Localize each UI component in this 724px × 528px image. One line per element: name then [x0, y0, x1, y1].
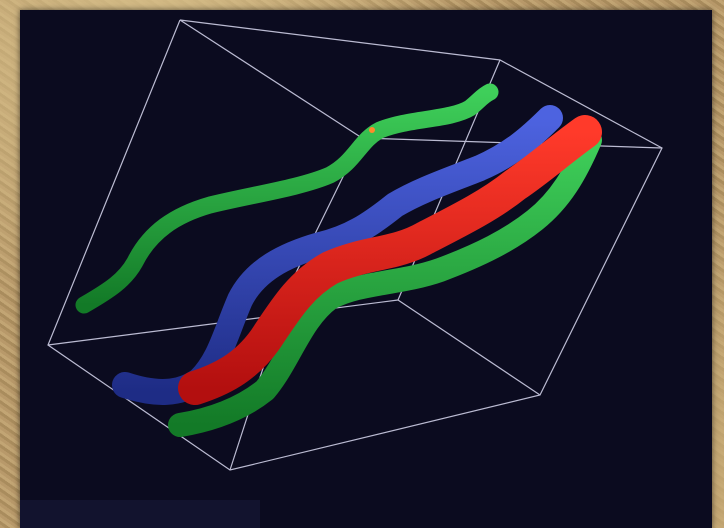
green-upper-strand	[75, 83, 499, 314]
junction-marker	[369, 127, 375, 133]
bottom-strip	[20, 500, 260, 528]
red-strand	[178, 115, 602, 405]
green-lower-strand	[168, 128, 602, 437]
